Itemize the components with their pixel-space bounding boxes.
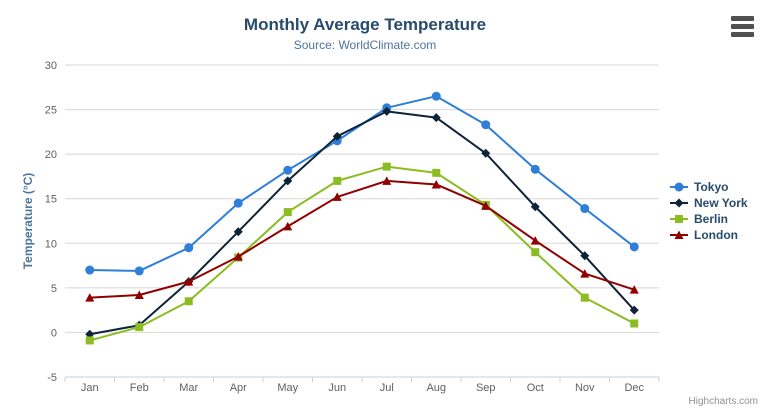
series-london (85, 176, 639, 302)
circle-marker-icon (134, 266, 144, 276)
x-axis-label: May (277, 382, 298, 394)
triangle-marker-icon (233, 252, 243, 261)
y-axis-title: Temperature (°C) (21, 172, 35, 270)
hamburger-menu-icon (731, 16, 755, 37)
legend-label: Berlin (694, 212, 729, 226)
chart-subtitle: Source: WorldClimate.com (293, 38, 437, 52)
legend-item-london[interactable]: London (669, 227, 748, 243)
square-marker-icon (675, 215, 683, 223)
diamond-marker-icon (670, 198, 688, 208)
square-marker-icon (432, 168, 441, 177)
diamond-marker-icon (530, 202, 540, 212)
diamond-marker-icon (674, 198, 684, 208)
series-line-berlin (88, 165, 636, 342)
circle-marker-icon (580, 204, 590, 214)
diamond-marker-icon (481, 148, 491, 158)
legend-label: Tokyo (694, 180, 729, 194)
x-axis-label: Feb (130, 382, 149, 394)
x-axis-label: Oct (527, 382, 544, 394)
diamond-marker-icon (332, 131, 342, 141)
circle-marker-icon (233, 198, 243, 208)
x-axis-label: Sep (476, 382, 496, 394)
triangle-marker-icon (670, 230, 688, 239)
x-axis-label: Mar (179, 382, 198, 394)
legend-item-berlin[interactable]: Berlin (669, 211, 748, 227)
circle-marker-icon (530, 164, 540, 174)
legend-label: New York (694, 196, 748, 210)
credits-link[interactable]: Highcharts.com (688, 396, 758, 407)
triangle-marker-icon (481, 201, 491, 210)
x-axis-label: Jan (81, 382, 99, 394)
square-marker-icon (184, 297, 193, 306)
diamond-marker-icon (233, 227, 243, 237)
square-marker-icon (283, 208, 292, 217)
x-axis-label: Dec (624, 382, 644, 394)
square-marker-icon (630, 319, 639, 328)
circle-marker-icon (674, 182, 684, 192)
y-axis-label: -5 (47, 372, 57, 384)
triangle-marker-icon (629, 285, 639, 294)
legend: Tokyo New York Berlin London (669, 179, 748, 243)
x-axis-label: Jul (380, 382, 394, 394)
diamond-marker-icon (283, 176, 293, 186)
triangle-marker-icon (674, 230, 684, 239)
export-menu-button[interactable] (731, 15, 755, 38)
square-marker-icon (333, 176, 342, 185)
circle-marker-icon (184, 243, 194, 253)
triangle-marker-icon (134, 290, 144, 299)
series-line-tokyo (88, 95, 636, 272)
triangle-marker-icon (431, 179, 441, 189)
y-axis-label: 20 (45, 149, 57, 161)
series-tokyo (85, 91, 639, 276)
triangle-marker-icon (530, 236, 540, 245)
triangle-marker-icon (580, 269, 590, 278)
x-axis-label: Jun (328, 382, 346, 394)
y-axis-label: 30 (45, 60, 57, 72)
x-axis-label: Nov (575, 382, 595, 394)
square-marker-icon (580, 293, 589, 302)
y-axis-label: 25 (45, 105, 57, 117)
series-line-new-york (88, 110, 636, 336)
y-axis-label: 5 (51, 283, 57, 295)
triangle-marker-icon (382, 176, 392, 185)
square-marker-icon (135, 323, 144, 332)
legend-item-new-york[interactable]: New York (669, 195, 748, 211)
square-marker-icon (382, 162, 391, 171)
triangle-marker-icon (332, 192, 342, 201)
circle-marker-icon (283, 165, 293, 175)
diamond-marker-icon (629, 305, 639, 315)
legend-item-tokyo[interactable]: Tokyo (669, 179, 748, 195)
chart-title: Monthly Average Temperature (243, 15, 487, 34)
triangle-marker-icon (283, 221, 293, 231)
circle-marker-icon (431, 91, 441, 101)
diamond-marker-icon (580, 251, 590, 261)
diamond-marker-icon (382, 106, 392, 116)
square-marker-icon (85, 336, 94, 345)
series-new-york (85, 106, 639, 339)
y-axis-label: 15 (45, 194, 57, 206)
square-marker-icon (531, 248, 540, 257)
y-axis-label: 0 (51, 327, 57, 339)
x-axis-label: Apr (230, 382, 247, 394)
x-axis-label: Aug (426, 382, 446, 394)
legend-label: London (694, 228, 738, 242)
triangle-marker-icon (85, 293, 95, 302)
square-marker-icon (670, 215, 688, 223)
y-axis-label: 10 (45, 238, 57, 250)
circle-marker-icon (481, 120, 491, 130)
series-line-london (88, 179, 636, 299)
triangle-marker-icon (184, 277, 194, 286)
circle-marker-icon (85, 265, 95, 275)
diamond-marker-icon (431, 113, 441, 123)
circle-marker-icon (670, 182, 688, 192)
circle-marker-icon (629, 242, 639, 252)
